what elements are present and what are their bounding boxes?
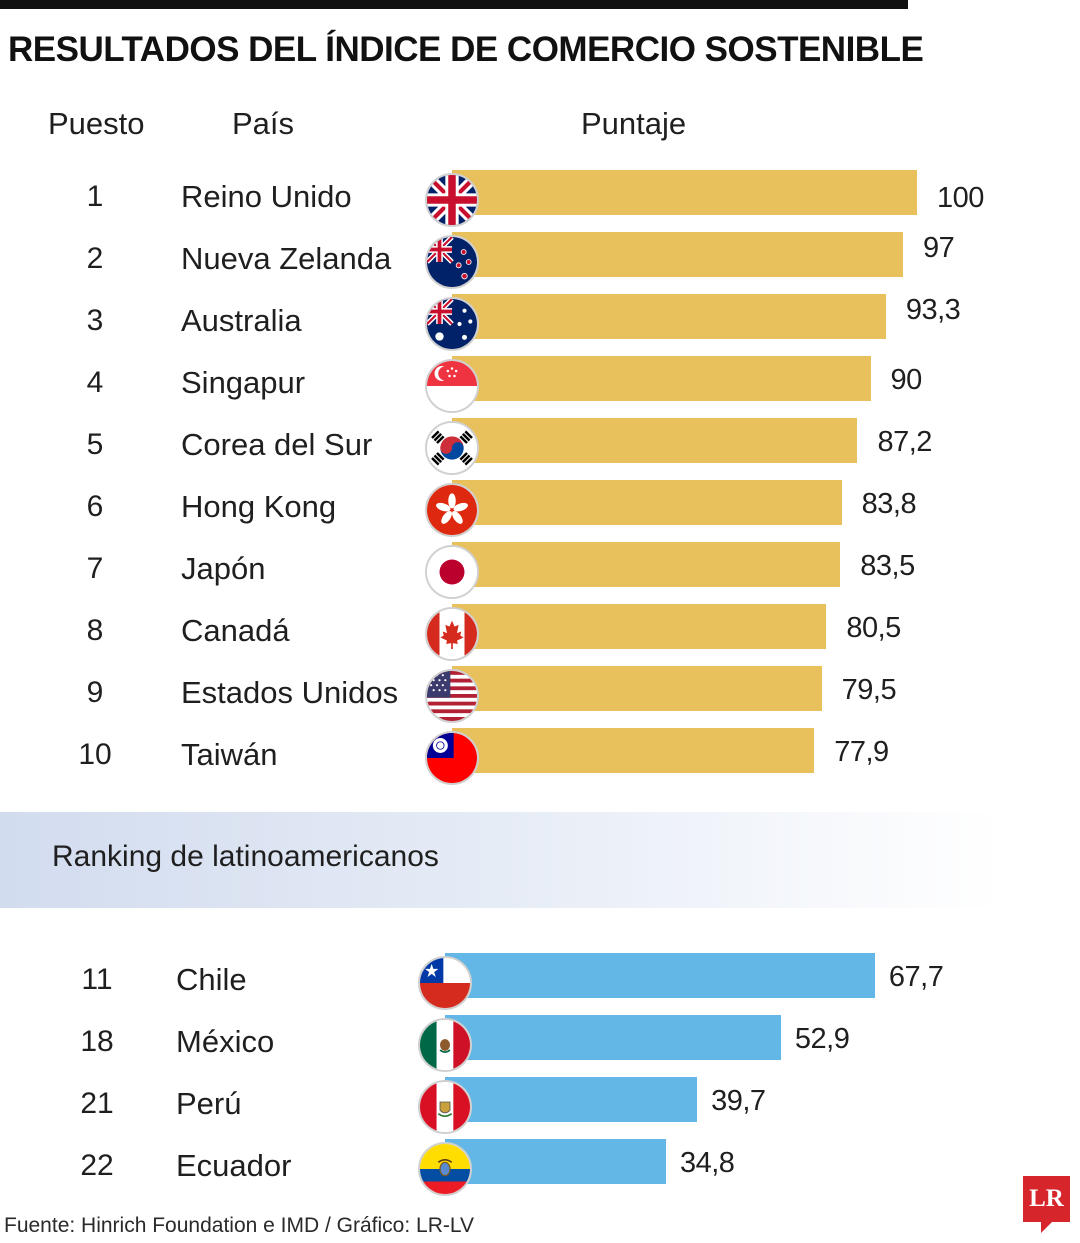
country-label: Japón <box>181 551 266 586</box>
rank-label: 6 <box>86 490 104 523</box>
value-label: 93,3 <box>905 294 961 326</box>
bar-japon <box>452 542 841 587</box>
rank-label: 9 <box>86 676 104 709</box>
value-label: 87,2 <box>877 426 932 458</box>
bar-australia <box>452 294 886 339</box>
bar-row-ecuador: 22 Ecuador 34,8 <box>0 1139 1080 1201</box>
value-label: 80,5 <box>846 612 901 644</box>
bar-singapur <box>452 356 871 401</box>
bar-corea-del-sur <box>452 418 858 463</box>
bar-mexico <box>445 1015 781 1060</box>
country-label: Chile <box>176 962 247 997</box>
bar-row-japon: 7 Japón 83,5 <box>0 542 1080 604</box>
value-label: 97 <box>923 232 955 264</box>
bar-row-hong-kong: 6 Hong Kong 83,8 <box>0 480 1080 542</box>
mexico-flag-icon <box>418 1018 472 1072</box>
bar-row-reino-unido: 1 Reino Unido 100 <box>0 170 1080 232</box>
rank-label: 22 <box>80 1149 114 1182</box>
chart-title: RESULTADOS DEL ÍNDICE DE COMERCIO SOSTEN… <box>8 30 924 69</box>
rank-label: 3 <box>86 304 104 337</box>
bar-reino-unido <box>452 170 917 215</box>
rank-label: 2 <box>86 242 104 275</box>
value-label: 83,5 <box>860 550 915 582</box>
rank-label: 5 <box>86 428 104 461</box>
bar-estados-unidos <box>452 666 822 711</box>
value-label: 100 <box>937 182 984 214</box>
bar-chile <box>445 953 875 998</box>
value-label: 77,9 <box>834 736 889 768</box>
singapore-flag-icon <box>425 359 479 413</box>
bar-ecuador <box>445 1139 666 1184</box>
new-zealand-flag-icon <box>425 235 479 289</box>
value-label: 34,8 <box>679 1147 735 1179</box>
australia-flag-icon <box>425 297 479 351</box>
bar-row-singapur: 4 Singapur 90 <box>0 356 1080 418</box>
rank-label: 1 <box>86 180 104 213</box>
header-score: Puntaje <box>581 106 687 141</box>
taiwan-flag-icon <box>425 731 479 785</box>
country-label: Taiwán <box>181 737 278 772</box>
canada-flag-icon <box>425 607 479 661</box>
bar-canada <box>452 604 827 649</box>
usa-flag-icon <box>425 669 479 723</box>
value-label: 79,5 <box>841 674 897 706</box>
bar-row-canada: 8 Canadá 80,5 <box>0 604 1080 666</box>
rank-label: 21 <box>80 1087 114 1120</box>
south-korea-flag-icon <box>425 421 479 475</box>
country-label: Hong Kong <box>181 489 337 524</box>
value-label: 39,7 <box>711 1085 766 1117</box>
country-label: Perú <box>176 1086 242 1121</box>
rank-label: 18 <box>80 1025 114 1058</box>
japan-flag-icon <box>425 545 479 599</box>
ecuador-flag-icon <box>418 1142 472 1196</box>
bar-taiwan <box>452 728 815 773</box>
bar-row-australia: 3 Australia 93,3 <box>0 294 1080 356</box>
rank-label: 10 <box>78 738 112 771</box>
country-label: Corea del Sur <box>181 427 373 462</box>
bar-row-taiwan: 10 Taiwán 77,9 <box>0 728 1080 790</box>
rank-label: 11 <box>81 963 113 996</box>
value-label: 83,8 <box>861 488 917 520</box>
peru-flag-icon <box>418 1080 472 1134</box>
value-label: 52,9 <box>794 1023 850 1055</box>
lr-logo-tail <box>1041 1221 1053 1233</box>
country-label: Reino Unido <box>181 179 352 214</box>
bar-row-estados-unidos: 9 Estados Unidos 79,5 <box>0 666 1080 728</box>
country-label: Australia <box>181 303 302 338</box>
country-label: Canadá <box>181 613 290 648</box>
country-label: Ecuador <box>176 1148 292 1183</box>
hong-kong-flag-icon <box>425 483 479 537</box>
value-label: 90 <box>890 364 923 396</box>
header-rank: Puesto <box>48 106 145 141</box>
country-label: Nueva Zelanda <box>181 241 392 276</box>
rank-label: 4 <box>86 366 104 399</box>
source-note: Fuente: Hinrich Foundation e IMD / Gráfi… <box>4 1214 474 1237</box>
bar-row-chile: 11 Chile 67,7 <box>0 953 1080 1015</box>
rank-label: 7 <box>86 552 104 585</box>
bar-hong-kong <box>452 480 842 525</box>
bar-row-nueva-zelanda: 2 Nueva Zelanda 97 <box>0 232 1080 294</box>
section-band <box>0 812 1000 908</box>
country-label: México <box>176 1024 275 1059</box>
bar-row-peru: 21 Perú 39,7 <box>0 1077 1080 1139</box>
value-label: 67,7 <box>888 961 944 993</box>
country-label: Singapur <box>181 365 306 400</box>
rank-label: 8 <box>86 614 104 647</box>
header-country: País <box>232 106 295 141</box>
country-label: Estados Unidos <box>181 675 399 710</box>
bar-row-mexico: 18 México 52,9 <box>0 1015 1080 1077</box>
section-label: Ranking de latinoamericanos <box>52 840 439 873</box>
lr-logo: LR <box>1023 1176 1070 1222</box>
chile-flag-icon <box>418 956 472 1010</box>
bar-nueva-zelanda <box>452 232 904 277</box>
bar-row-corea-del-sur: 5 Corea del Sur 87,2 <box>0 418 1080 480</box>
uk-flag-icon <box>425 173 479 227</box>
bar-peru <box>445 1077 698 1122</box>
top-rule <box>0 0 908 9</box>
